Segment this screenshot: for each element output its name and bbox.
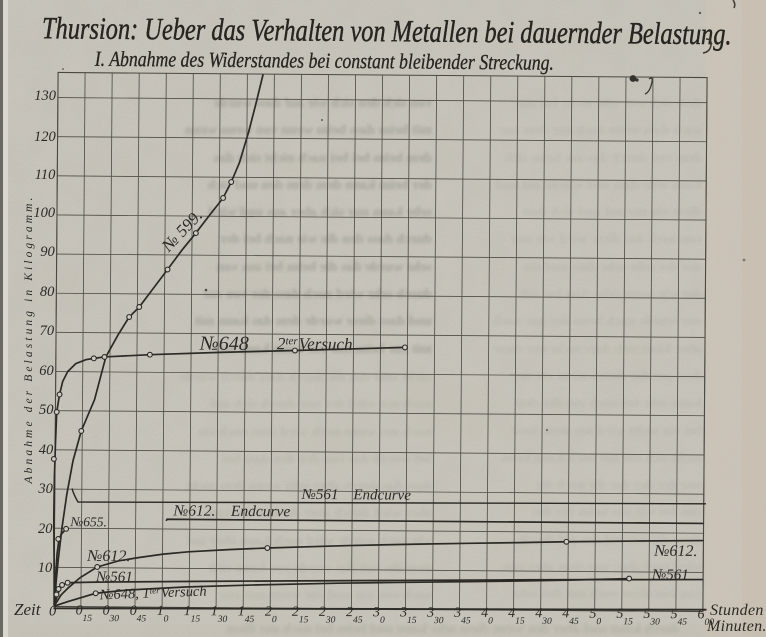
svg-text:50: 50 [39, 402, 54, 418]
svg-text:90: 90 [40, 244, 55, 260]
svg-text:110: 110 [35, 167, 56, 183]
svg-text:130: 130 [34, 88, 57, 104]
svg-text:№648: №648 [199, 333, 249, 355]
svg-text:30: 30 [37, 481, 53, 497]
svg-text:Zeit: Zeit [14, 600, 42, 619]
svg-text:Stunden: Stunden [710, 602, 764, 619]
svg-text:№612. Endcurve: №612. Endcurve [173, 502, 291, 520]
svg-text:70: 70 [40, 323, 55, 339]
svg-text:I. Abnahme des Widerstandes be: I. Abnahme des Widerstandes bei constant… [94, 47, 554, 75]
svg-text:№561: №561 [651, 567, 689, 583]
svg-text:10: 10 [38, 560, 53, 576]
svg-text:100: 100 [33, 205, 56, 221]
svg-text:Abnahme der Belastung in Kilog: Abnahme der Belastung in Kilogramm. [23, 195, 35, 485]
svg-text:№561: №561 [95, 569, 133, 585]
svg-text:№612.: №612. [653, 543, 697, 560]
svg-text:Thursion: Ueber das Verhalten: Thursion: Ueber das Verhalten von Metall… [42, 12, 732, 52]
svg-text:60: 60 [39, 363, 54, 379]
svg-text:№648, 1terVersuch: №648, 1terVersuch [99, 584, 207, 604]
svg-text:№655.: №655. [70, 514, 107, 529]
svg-text:40: 40 [39, 442, 54, 458]
svg-text:№612.: №612. [86, 548, 130, 565]
svg-text:0: 0 [49, 604, 57, 620]
svg-text:№561 Endcurve: №561 Endcurve [301, 487, 412, 504]
svg-text:80: 80 [40, 284, 55, 300]
svg-text:Minuten.: Minuten. [706, 618, 766, 635]
svg-text:20: 20 [38, 521, 53, 537]
svg-text:120: 120 [34, 129, 57, 145]
